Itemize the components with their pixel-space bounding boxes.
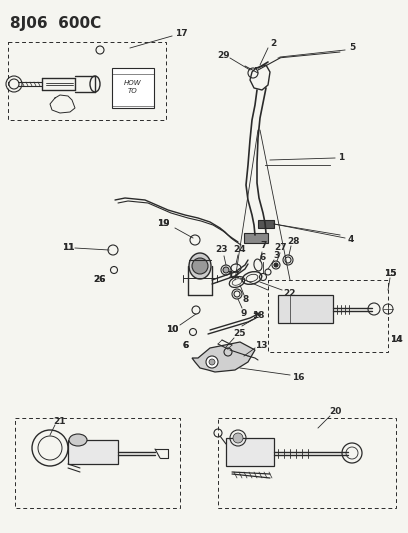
Text: 15: 15 <box>384 269 396 278</box>
Bar <box>112 68 154 108</box>
Text: 5: 5 <box>349 44 355 52</box>
Text: 4: 4 <box>348 236 354 245</box>
Text: 24: 24 <box>234 245 246 254</box>
Text: 17: 17 <box>175 28 187 37</box>
Text: 14: 14 <box>390 335 402 344</box>
Text: 27: 27 <box>275 244 287 253</box>
Bar <box>278 295 333 323</box>
Ellipse shape <box>69 434 87 446</box>
Text: 19: 19 <box>157 220 169 229</box>
Bar <box>218 418 396 508</box>
Text: 8J06  600C: 8J06 600C <box>10 16 101 31</box>
Text: 3: 3 <box>273 252 279 261</box>
Bar <box>8 42 166 120</box>
Text: TO: TO <box>128 88 138 94</box>
Text: 13: 13 <box>255 341 267 350</box>
Bar <box>15 418 180 508</box>
Polygon shape <box>192 342 255 372</box>
Text: 11: 11 <box>62 243 74 252</box>
Text: 22: 22 <box>284 288 296 297</box>
Text: 1: 1 <box>338 152 344 161</box>
Text: 28: 28 <box>287 238 299 246</box>
Circle shape <box>209 359 215 365</box>
Circle shape <box>233 433 243 443</box>
Text: 21: 21 <box>54 416 66 425</box>
Circle shape <box>274 263 278 267</box>
Text: 23: 23 <box>216 246 228 254</box>
Text: 15: 15 <box>384 269 396 278</box>
Bar <box>258 220 274 228</box>
Text: 12: 12 <box>227 271 239 279</box>
Bar <box>68 440 118 464</box>
Bar <box>226 438 274 466</box>
Text: 26: 26 <box>94 276 106 285</box>
Text: 11: 11 <box>62 243 74 252</box>
Circle shape <box>192 258 208 274</box>
Text: 14: 14 <box>390 335 402 344</box>
Text: HOW: HOW <box>124 80 142 86</box>
Text: 16: 16 <box>292 374 304 383</box>
Text: 6: 6 <box>260 253 266 262</box>
Bar <box>268 280 388 352</box>
Text: 18: 18 <box>252 311 264 319</box>
Circle shape <box>223 267 229 273</box>
Text: 10: 10 <box>166 326 178 335</box>
Text: 12: 12 <box>227 271 239 279</box>
Text: 26: 26 <box>94 276 106 285</box>
Bar <box>244 233 268 243</box>
Text: 10: 10 <box>166 326 178 335</box>
Text: 20: 20 <box>329 408 341 416</box>
Text: 29: 29 <box>218 51 230 60</box>
Polygon shape <box>254 313 260 316</box>
Text: 2: 2 <box>270 39 276 49</box>
Text: 6: 6 <box>183 341 189 350</box>
Text: 6: 6 <box>183 341 189 350</box>
Ellipse shape <box>189 253 211 279</box>
Circle shape <box>206 356 218 368</box>
Text: 19: 19 <box>157 220 169 229</box>
Text: 25: 25 <box>234 329 246 338</box>
Text: 9: 9 <box>241 309 247 318</box>
Text: 8: 8 <box>243 295 249 304</box>
Text: 7: 7 <box>261 241 267 251</box>
